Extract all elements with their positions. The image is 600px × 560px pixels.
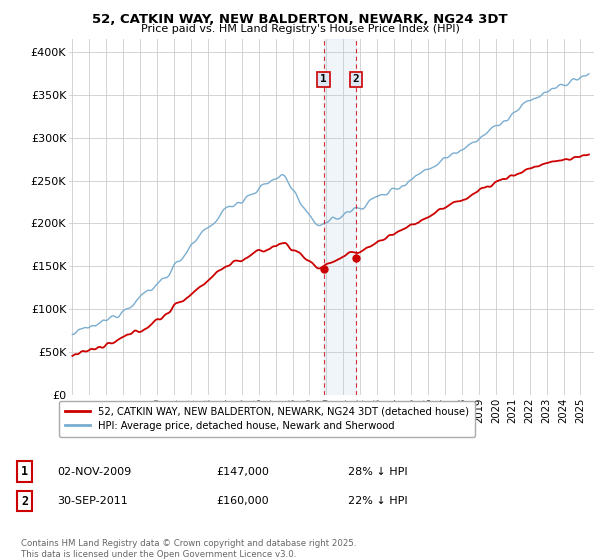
Text: £160,000: £160,000 [216, 496, 269, 506]
Text: 30-SEP-2011: 30-SEP-2011 [57, 496, 128, 506]
Text: Price paid vs. HM Land Registry's House Price Index (HPI): Price paid vs. HM Land Registry's House … [140, 24, 460, 34]
Text: 2: 2 [21, 494, 28, 508]
Text: Contains HM Land Registry data © Crown copyright and database right 2025.
This d: Contains HM Land Registry data © Crown c… [21, 539, 356, 559]
Text: 22% ↓ HPI: 22% ↓ HPI [348, 496, 407, 506]
Text: 28% ↓ HPI: 28% ↓ HPI [348, 466, 407, 477]
Legend: 52, CATKIN WAY, NEW BALDERTON, NEWARK, NG24 3DT (detached house), HPI: Average p: 52, CATKIN WAY, NEW BALDERTON, NEWARK, N… [59, 400, 475, 437]
Text: £147,000: £147,000 [216, 466, 269, 477]
Bar [323, 39, 356, 395]
Text: 1: 1 [21, 465, 28, 478]
Text: 52, CATKIN WAY, NEW BALDERTON, NEWARK, NG24 3DT: 52, CATKIN WAY, NEW BALDERTON, NEWARK, N… [92, 13, 508, 26]
Text: 02-NOV-2009: 02-NOV-2009 [57, 466, 131, 477]
Text: 2: 2 [353, 74, 359, 85]
Text: 1: 1 [320, 74, 327, 85]
